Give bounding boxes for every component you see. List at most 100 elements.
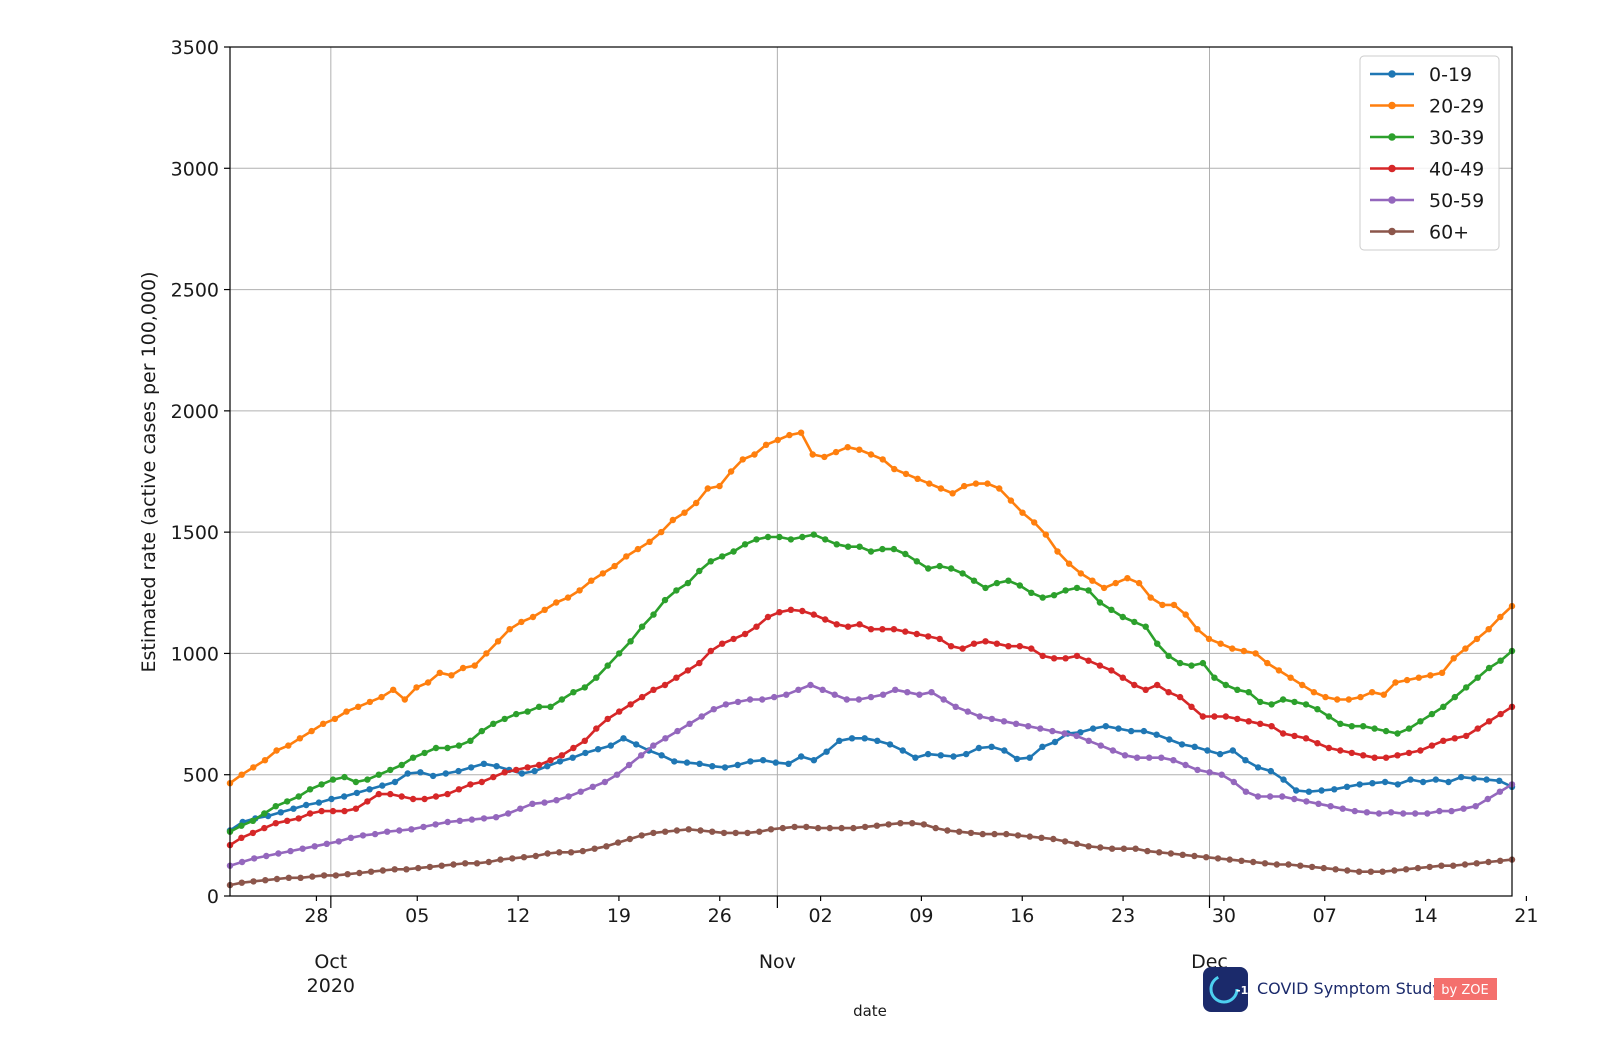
data-point <box>1325 744 1333 752</box>
data-point <box>734 698 742 706</box>
data-point <box>936 635 943 643</box>
data-point <box>1497 857 1504 864</box>
data-point <box>490 773 497 781</box>
data-point <box>524 764 531 771</box>
data-point <box>1375 810 1383 817</box>
data-point <box>843 696 850 703</box>
data-point <box>810 757 818 764</box>
data-point <box>1371 725 1378 732</box>
data-point <box>1222 681 1230 689</box>
data-point <box>588 577 595 584</box>
data-point <box>1000 718 1008 725</box>
data-point <box>1119 674 1127 681</box>
data-point <box>611 562 618 570</box>
data-point <box>1394 730 1401 737</box>
data-point <box>1039 594 1046 601</box>
data-point <box>1245 718 1252 725</box>
data-point <box>1229 747 1237 754</box>
data-point <box>1038 834 1045 841</box>
data-point <box>730 548 737 555</box>
data-point <box>467 737 474 744</box>
data-point <box>570 689 577 696</box>
data-point <box>273 747 280 754</box>
data-point <box>1440 737 1447 744</box>
data-point <box>1012 720 1020 727</box>
data-point <box>1485 626 1492 633</box>
data-point <box>1472 803 1479 810</box>
data-point <box>1140 727 1148 735</box>
data-point <box>436 669 443 676</box>
data-point <box>480 760 488 767</box>
data-point <box>1463 732 1470 740</box>
data-point <box>662 828 669 835</box>
data-point <box>529 613 537 621</box>
data-point <box>524 708 531 715</box>
data-point <box>673 827 681 834</box>
data-point <box>1254 793 1262 800</box>
data-point <box>1028 589 1035 596</box>
data-point <box>1331 786 1338 793</box>
data-point <box>1182 761 1189 769</box>
data-point <box>650 611 657 618</box>
data-point <box>916 691 923 698</box>
data-point <box>696 659 703 667</box>
data-point <box>589 783 596 790</box>
data-point <box>833 541 840 548</box>
data-point <box>1473 860 1480 867</box>
data-point <box>1112 579 1119 587</box>
data-point <box>1497 613 1504 621</box>
data-point <box>1182 611 1189 618</box>
x-tick-label: 14 <box>1413 905 1437 927</box>
x-tick-label: 30 <box>1212 905 1236 927</box>
data-point <box>698 713 705 720</box>
data-point <box>975 744 983 752</box>
legend-item: 20-29 <box>1370 96 1484 118</box>
data-point <box>762 441 770 448</box>
data-point <box>867 548 875 555</box>
data-point <box>1147 594 1154 601</box>
data-point <box>879 545 886 553</box>
legend-swatch-marker <box>1388 101 1396 110</box>
data-point <box>564 594 572 601</box>
x-axis-title: date <box>853 1002 887 1020</box>
series-line <box>229 608 1513 847</box>
data-point <box>650 829 657 837</box>
data-point <box>1424 810 1431 817</box>
data-point <box>567 849 575 856</box>
data-point <box>1405 725 1413 732</box>
data-point <box>1042 531 1050 538</box>
data-point <box>741 630 749 638</box>
data-point <box>429 772 437 780</box>
data-point <box>1254 764 1262 771</box>
data-point <box>375 790 382 798</box>
data-point <box>1016 643 1023 650</box>
data-point <box>238 822 245 829</box>
data-point <box>1267 767 1275 775</box>
data-point <box>490 720 497 727</box>
data-point <box>658 528 665 536</box>
data-point <box>1496 777 1503 784</box>
data-point <box>1250 858 1257 866</box>
data-point <box>638 832 645 839</box>
data-point <box>273 875 281 883</box>
data-point <box>1392 679 1399 686</box>
data-point <box>739 456 746 463</box>
data-point <box>710 706 717 713</box>
data-point <box>1348 749 1356 757</box>
data-point <box>367 868 375 875</box>
data-point <box>356 869 363 877</box>
data-point <box>359 832 367 839</box>
data-point <box>686 720 693 727</box>
data-point <box>638 623 646 630</box>
data-point <box>1325 713 1333 720</box>
data-point <box>1031 519 1038 526</box>
data-point <box>616 650 623 657</box>
data-point <box>1412 810 1419 817</box>
data-point <box>272 803 279 810</box>
y-tick-label: 0 <box>207 886 219 908</box>
data-point <box>940 696 947 703</box>
data-point <box>290 805 297 812</box>
data-point <box>684 579 692 587</box>
data-point <box>1440 703 1447 710</box>
data-point <box>531 767 538 775</box>
